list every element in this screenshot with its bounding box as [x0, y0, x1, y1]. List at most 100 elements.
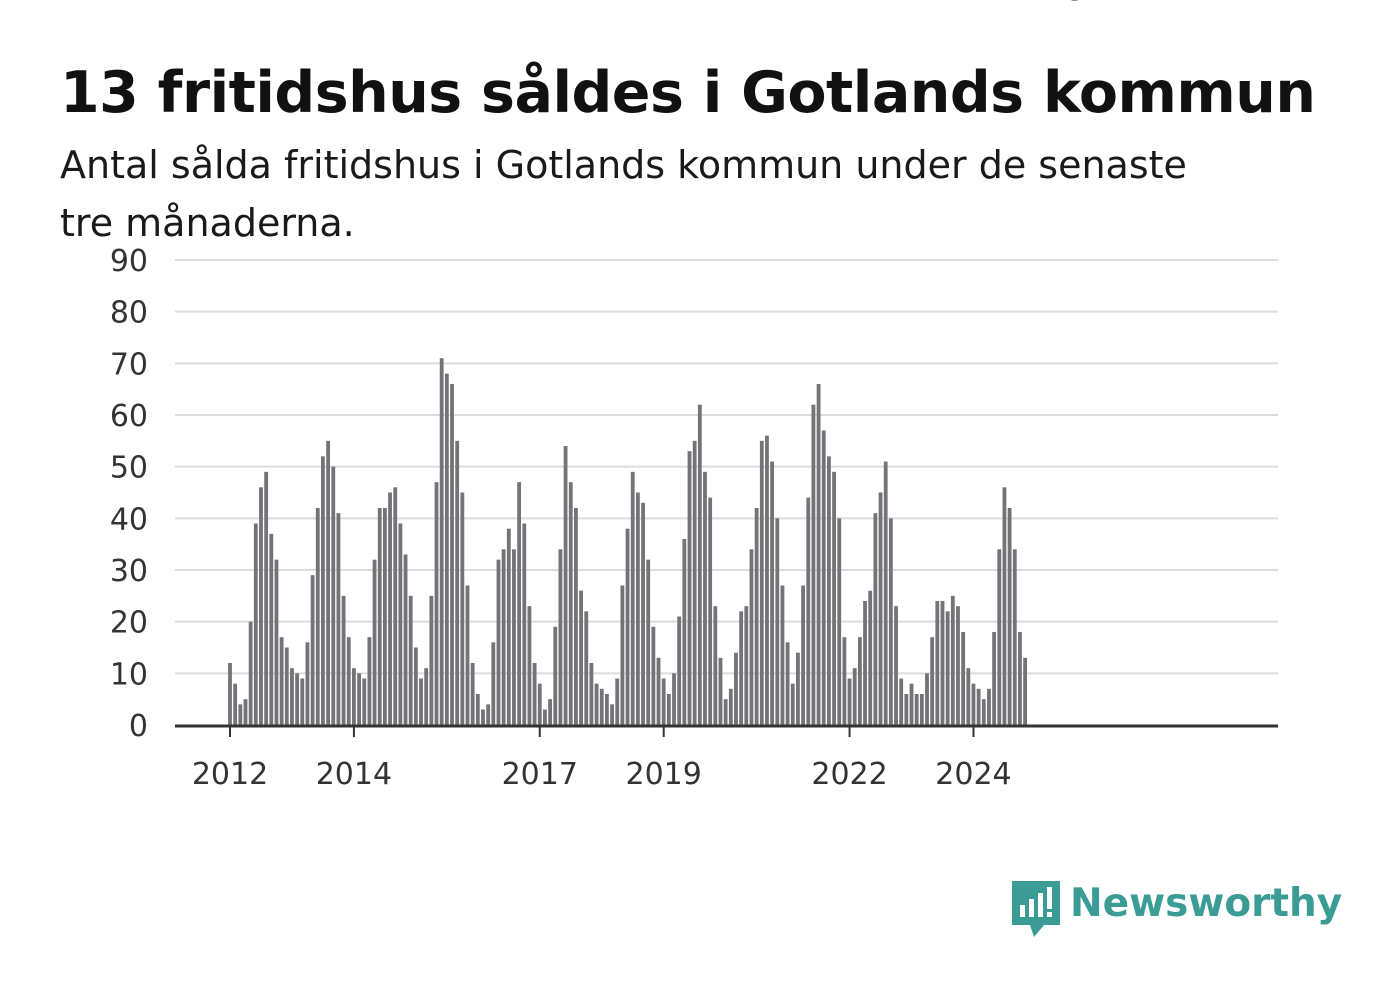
bar — [568, 482, 573, 725]
bar — [930, 637, 935, 725]
bar — [723, 699, 728, 725]
bar — [945, 611, 950, 725]
bar — [816, 384, 821, 725]
bar — [950, 595, 955, 725]
bar — [506, 528, 511, 725]
bar — [708, 497, 713, 725]
bar — [444, 373, 449, 725]
bar — [305, 642, 310, 725]
brand-name: Newsworthy — [1070, 880, 1343, 926]
bar — [243, 699, 248, 725]
bar — [919, 694, 924, 725]
bar — [1002, 487, 1007, 725]
y-axis-ticks: 0 10 20 30 40 50 60 70 80 90 — [110, 244, 148, 744]
bar — [248, 621, 253, 725]
bar — [790, 683, 795, 725]
bar — [806, 497, 811, 725]
bar — [310, 575, 315, 725]
bar — [894, 606, 898, 725]
bar — [888, 518, 893, 725]
bar — [543, 709, 547, 725]
bar — [284, 647, 289, 725]
bar — [661, 678, 666, 725]
bar — [532, 663, 537, 725]
bar — [620, 585, 625, 725]
bar — [377, 508, 382, 725]
bar — [672, 673, 676, 725]
bar — [419, 678, 423, 725]
bar — [1023, 657, 1028, 725]
bar — [997, 549, 1002, 725]
bar — [837, 518, 842, 725]
bar — [646, 559, 651, 725]
bar — [295, 673, 300, 725]
bar — [630, 471, 635, 725]
bar — [253, 523, 258, 725]
x-tick-label: 2017 — [502, 757, 578, 792]
bar — [300, 678, 305, 725]
bar — [336, 513, 341, 725]
bar — [899, 678, 904, 725]
bar — [878, 492, 883, 725]
newsworthy-icon — [1012, 881, 1060, 937]
bar — [388, 492, 392, 725]
bar — [759, 440, 764, 725]
chart-title: 13 fritidshus såldes i Gotlands kommun — [60, 60, 1316, 126]
bar — [393, 487, 398, 725]
bar — [651, 626, 656, 725]
bar — [852, 668, 857, 725]
bar — [501, 549, 506, 725]
bar — [238, 704, 243, 725]
bar — [604, 694, 609, 725]
bar — [439, 358, 444, 725]
bar — [599, 688, 604, 725]
y-tick-label: 0 — [129, 709, 148, 744]
bar — [475, 694, 480, 725]
chart-subtitle: Antal sålda fritidshus i Gotlands kommun… — [60, 143, 1187, 245]
bar — [279, 637, 284, 725]
bar — [992, 632, 997, 725]
bar — [460, 492, 465, 725]
bar — [635, 492, 640, 725]
bar — [362, 678, 367, 725]
bar — [728, 688, 733, 725]
bar — [811, 404, 816, 725]
bar — [687, 451, 692, 725]
bar — [718, 657, 723, 725]
bar — [956, 606, 960, 725]
bar — [465, 585, 470, 725]
bar — [976, 688, 981, 725]
bar — [558, 549, 563, 725]
y-tick-label: 50 — [110, 451, 148, 486]
bar — [589, 663, 594, 725]
bar — [832, 471, 836, 725]
bar — [372, 559, 377, 725]
bar — [233, 683, 238, 725]
x-tick-label: 2024 — [935, 757, 1011, 792]
bar — [641, 502, 645, 725]
bar — [553, 626, 558, 725]
bar — [455, 440, 460, 725]
bar — [744, 606, 749, 725]
bar — [863, 601, 867, 725]
x-tick-label: 2019 — [626, 757, 702, 792]
bar — [512, 549, 516, 725]
bar — [904, 694, 909, 725]
bar — [966, 668, 971, 725]
bar — [796, 652, 800, 725]
bar — [703, 471, 707, 725]
bar — [315, 508, 320, 725]
bar — [739, 611, 744, 725]
bars — [228, 358, 1028, 725]
x-axis-ticks: 2012 2014 2017 2019 2022 2024 — [192, 727, 1012, 792]
bar-chart: 0 10 20 30 40 50 60 70 80 90 2012 2014 2017 2019 2022… — [110, 0, 1278, 792]
bar — [450, 384, 454, 725]
bar — [408, 595, 413, 725]
y-tick-label: 30 — [110, 554, 148, 589]
bar — [615, 678, 620, 725]
bar — [987, 688, 991, 725]
bar — [496, 559, 501, 725]
bar — [429, 595, 434, 725]
bar — [346, 637, 351, 725]
bar — [857, 637, 862, 725]
